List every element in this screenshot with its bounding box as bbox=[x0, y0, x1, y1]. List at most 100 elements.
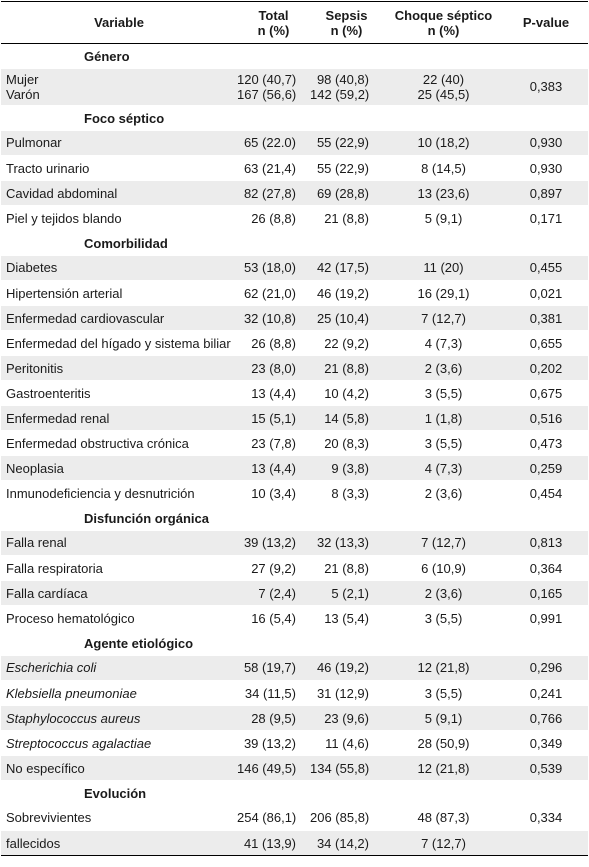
cell-sepsis: 46 (19,2) bbox=[310, 280, 383, 306]
cell-pvalue: 0,539 bbox=[504, 755, 588, 781]
cell-sepsis: 98 (40,8) 142 (59,2) bbox=[310, 68, 383, 106]
cell-total: 63 (21,4) bbox=[237, 155, 310, 181]
cell-pvalue: 0,930 bbox=[504, 130, 588, 156]
cell-total: 13 (4,4) bbox=[237, 455, 310, 481]
cell-sepsis: 206 (85,8) bbox=[310, 805, 383, 831]
cell-pvalue: 0,381 bbox=[504, 305, 588, 331]
table-row: Cavidad abdominal 82 (27,8) 69 (28,8) 13 (2… bbox=[1, 180, 588, 206]
cell-pvalue: 0,349 bbox=[504, 730, 588, 756]
table-row: Piel y tejidos blando 26 (8,8) 21 (8,8) 5 (… bbox=[1, 205, 588, 231]
cell-choque: 1 (1,8) bbox=[383, 405, 504, 431]
table-row: Inmunodeficiencia y desnutrición 10 (3,4)… bbox=[1, 480, 588, 506]
row-label: Tracto urinario bbox=[1, 155, 237, 181]
row-label: Escherichia coli bbox=[1, 655, 237, 681]
cell-pvalue: 0,455 bbox=[504, 255, 588, 281]
cell-choque: 2 (3,6) bbox=[383, 480, 504, 506]
cell-choque: 10 (18,2) bbox=[383, 130, 504, 156]
cell-total: 27 (9,2) bbox=[237, 555, 310, 581]
cell-choque: 2 (3,6) bbox=[383, 355, 504, 381]
row-label: Proceso hematológico bbox=[1, 605, 237, 631]
cell-total: 120 (40,7) 167 (56,6) bbox=[237, 68, 310, 106]
cell-total: 146 (49,5) bbox=[237, 755, 310, 781]
cell-total: 26 (8,8) bbox=[237, 205, 310, 231]
cell-pvalue: 0,516 bbox=[504, 405, 588, 431]
table-row: Neoplasia 13 (4,4) 9 (3,8) 4 (7,3) 0,259 bbox=[1, 455, 588, 481]
table-row: No específico 146 (49,5) 134 (55,8) 12 (21,… bbox=[1, 755, 588, 781]
cell-sepsis: 46 (19,2) bbox=[310, 655, 383, 681]
table-row: Peritonitis 23 (8,0) 21 (8,8) 2 (3,6) 0,202 bbox=[1, 355, 588, 381]
cell-sepsis: 134 (55,8) bbox=[310, 755, 383, 781]
cell-sepsis: 31 (12,9) bbox=[310, 680, 383, 706]
table-row: Falla cardíaca 7 (2,4) 5 (2,1) 2 (3,6) 0,165 bbox=[1, 580, 588, 606]
row-label: Diabetes bbox=[1, 255, 237, 281]
cell-pvalue: 0,296 bbox=[504, 655, 588, 681]
cell-choque: 16 (29,1) bbox=[383, 280, 504, 306]
cell-choque: 6 (10,9) bbox=[383, 555, 504, 581]
table-row: Falla respiratoria 27 (9,2) 21 (8,8) 6 (10,… bbox=[1, 555, 588, 581]
cell-sepsis: 21 (8,8) bbox=[310, 555, 383, 581]
row-label: Peritonitis bbox=[1, 355, 237, 381]
table-header: Variable Total n (%) Sepsis n (%) Choque… bbox=[1, 1, 588, 44]
table-row: Staphylococcus aureus 28 (9,5) 23 (9,6) 5 (… bbox=[1, 705, 588, 731]
table-row: Klebsiella pneumoniae 34 (11,5) 31 (12,9) 3… bbox=[1, 680, 588, 706]
cell-total: 41 (13,9) bbox=[237, 830, 310, 856]
cell-choque: 7 (12,7) bbox=[383, 530, 504, 556]
cell-choque: 3 (5,5) bbox=[383, 380, 504, 406]
table-row: Proceso hematológico 16 (5,4) 13 (5,4) 3 (5… bbox=[1, 605, 588, 631]
row-label: Inmunodeficiencia y desnutrición bbox=[1, 480, 237, 506]
cell-choque: 48 (87,3) bbox=[383, 805, 504, 831]
cell-sepsis: 11 (4,6) bbox=[310, 730, 383, 756]
cell-sepsis: 55 (22,9) bbox=[310, 155, 383, 181]
table-row: Falla renal 39 (13,2) 32 (13,3) 7 (12,7) 0,8… bbox=[1, 530, 588, 556]
table-row: Enfermedad del hígado y sistema biliar 26… bbox=[1, 330, 588, 356]
cell-choque: 2 (3,6) bbox=[383, 580, 504, 606]
cell-pvalue: 0,364 bbox=[504, 555, 588, 581]
cell-sepsis: 34 (14,2) bbox=[310, 830, 383, 856]
table-row: Sobrevivientes 254 (86,1) 206 (85,8) 48 (87… bbox=[1, 805, 588, 831]
table-row: Mujer Varón 120 (40,7) 167 (56,6) 98 (40,8) 1… bbox=[1, 68, 588, 106]
table-row: Gastroenteritis 13 (4,4) 10 (4,2) 3 (5,5) 0,… bbox=[1, 380, 588, 406]
table-body: Género Mujer Varón 120 (40,7) 167 (56,6) 98 (… bbox=[1, 44, 588, 856]
cell-total: 7 (2,4) bbox=[237, 580, 310, 606]
cell-sepsis: 69 (28,8) bbox=[310, 180, 383, 206]
cell-pvalue: 0,241 bbox=[504, 680, 588, 706]
cell-pvalue: 0,897 bbox=[504, 180, 588, 206]
section-title: Comorbilidad bbox=[84, 235, 168, 251]
cell-choque: 5 (9,1) bbox=[383, 205, 504, 231]
section-header: Foco séptico bbox=[1, 106, 588, 131]
cell-total: 82 (27,8) bbox=[237, 180, 310, 206]
header-sepsis: Sepsis n (%) bbox=[325, 7, 368, 38]
cell-sepsis: 10 (4,2) bbox=[310, 380, 383, 406]
cell-choque: 3 (5,5) bbox=[383, 680, 504, 706]
cell-pvalue: 0,171 bbox=[504, 205, 588, 231]
cell-total: 10 (3,4) bbox=[237, 480, 310, 506]
cell-pvalue: 0,655 bbox=[504, 330, 588, 356]
cell-pvalue: 0,165 bbox=[504, 580, 588, 606]
cell-pvalue: 0,259 bbox=[504, 455, 588, 481]
header-variable: Variable bbox=[94, 15, 144, 30]
cell-total: 58 (19,7) bbox=[237, 655, 310, 681]
cell-sepsis: 22 (9,2) bbox=[310, 330, 383, 356]
table-row: Tracto urinario 63 (21,4) 55 (22,9) 8 (14,5… bbox=[1, 155, 588, 181]
row-label: Pulmonar bbox=[1, 130, 237, 156]
header-total: Total n (%) bbox=[257, 7, 290, 38]
section-title: Foco séptico bbox=[84, 110, 165, 126]
cell-choque: 12 (21,8) bbox=[383, 655, 504, 681]
cell-choque: 12 (21,8) bbox=[383, 755, 504, 781]
row-label: Sobrevivientes bbox=[1, 805, 237, 831]
section-header: Disfunción orgánica bbox=[1, 506, 588, 531]
section-title: Agente etiológico bbox=[84, 635, 194, 651]
cell-sepsis: 21 (8,8) bbox=[310, 355, 383, 381]
cell-sepsis: 21 (8,8) bbox=[310, 205, 383, 231]
section-header: Comorbilidad bbox=[1, 231, 588, 256]
cell-total: 39 (13,2) bbox=[237, 530, 310, 556]
section-title: Género bbox=[84, 48, 130, 64]
cell-sepsis: 42 (17,5) bbox=[310, 255, 383, 281]
row-label: Enfermedad obstructiva crónica bbox=[1, 430, 237, 456]
section-header: Agente etiológico bbox=[1, 631, 588, 656]
cell-total: 34 (11,5) bbox=[237, 680, 310, 706]
cell-sepsis: 14 (5,8) bbox=[310, 405, 383, 431]
cell-choque: 22 (40) 25 (45,5) bbox=[383, 68, 504, 106]
cell-total: 39 (13,2) bbox=[237, 730, 310, 756]
table-row: Streptococcus agalactiae 39 (13,2) 11 (4,6… bbox=[1, 730, 588, 756]
